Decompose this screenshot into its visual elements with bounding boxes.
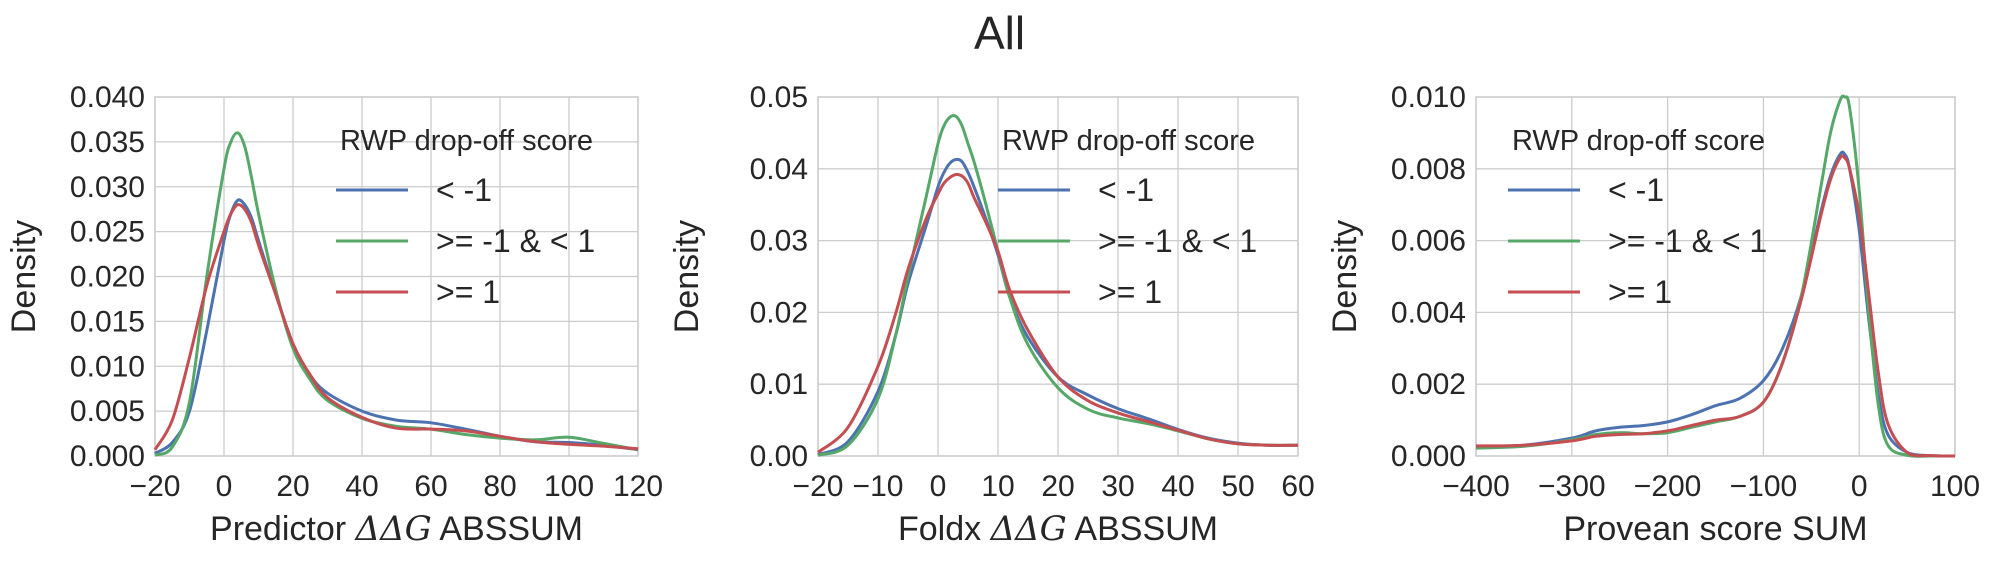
plot-frame [1475, 96, 1956, 457]
y-tick-label: 0.010 [1391, 81, 1466, 114]
y-axis-label: Density [1326, 220, 1364, 333]
x-axis-label: Provean score SUM [1563, 510, 1867, 548]
y-tick-label: 0.015 [70, 305, 145, 338]
x-tick-label: −20 [130, 470, 181, 503]
x-axis-label: Predictor ΔΔG ABSSUM [210, 509, 583, 549]
plot-frame [154, 96, 639, 457]
y-tick-label: 0.005 [70, 395, 145, 428]
x-tick-label: 60 [1281, 470, 1314, 503]
series-line-2 [1475, 94, 1956, 458]
x-tick-label: 100 [544, 470, 594, 503]
y-tick-label: 0.000 [1391, 440, 1466, 473]
x-tick-label: 50 [1221, 470, 1254, 503]
y-tick-label: 0.03 [750, 225, 808, 258]
legend-title: RWP drop-off score [340, 125, 593, 157]
plot-area [1476, 97, 1955, 456]
legend-title: RWP drop-off score [1002, 125, 1255, 157]
y-tick-label: 0.004 [1391, 296, 1466, 329]
legend: RWP drop-off score < -1 >= -1 & < 1 >= 1 [1508, 125, 1767, 310]
y-tick-label: 0.002 [1391, 368, 1466, 401]
chart-panel-3: −400 −300 −200 −100 0 100 0.000 0.002 0.004 0.006… [1326, 81, 1980, 548]
legend-label: >= -1 & < 1 [1098, 223, 1257, 259]
chart-panel-2: −20 −10 0 10 20 30 40 50 60 0.00 0.01 0.02 0.03 0.04 0… [668, 81, 1315, 549]
x-tick-label: 40 [1161, 470, 1194, 503]
series-line-3 [153, 203, 639, 451]
x-tick-label: 0 [930, 470, 947, 503]
y-axis-label: Density [5, 220, 43, 333]
legend-label: >= 1 [436, 274, 500, 310]
x-tick-label: −10 [853, 470, 904, 503]
series-line-3 [1475, 154, 1956, 458]
x-tick-label: 20 [276, 470, 309, 503]
legend-label: < -1 [1608, 172, 1664, 208]
x-tick-label: −300 [1538, 470, 1606, 503]
x-tick-label: 30 [1101, 470, 1134, 503]
x-tick-label: 80 [483, 470, 516, 503]
legend: RWP drop-off score < -1 >= -1 & < 1 >= 1 [336, 125, 595, 310]
chart-panel-1: −20 0 20 40 60 80 100 120 0.000 0.005 0.010 0.015 0.… [5, 81, 663, 549]
y-tick-label: 0.020 [70, 261, 145, 294]
x-tick-label: 0 [216, 470, 233, 503]
y-tick-label: 0.040 [70, 81, 145, 114]
x-tick-label: 100 [1930, 470, 1980, 503]
plot-frame [817, 96, 1299, 457]
x-tick-label: 0 [1851, 470, 1868, 503]
y-tick-label: 0.030 [70, 171, 145, 204]
legend-label: >= -1 & < 1 [1608, 223, 1767, 259]
y-tick-label: 0.01 [750, 368, 808, 401]
legend-label: < -1 [1098, 172, 1154, 208]
x-tick-label: 40 [345, 470, 378, 503]
y-tick-label: 0.02 [750, 296, 808, 329]
x-tick-label: 20 [1041, 470, 1074, 503]
x-tick-label: −20 [793, 470, 844, 503]
y-tick-label: 0.006 [1391, 225, 1466, 258]
y-tick-label: 0.00 [750, 440, 808, 473]
legend-label: < -1 [436, 172, 492, 208]
legend-label: >= -1 & < 1 [436, 223, 595, 259]
legend-title: RWP drop-off score [1512, 125, 1765, 157]
y-axis-label: Density [668, 220, 706, 333]
x-tick-label: −400 [1442, 470, 1510, 503]
y-tick-label: 0.035 [70, 126, 145, 159]
x-tick-label: 60 [414, 470, 447, 503]
y-tick-label: 0.05 [750, 81, 808, 114]
x-tick-label: 10 [981, 470, 1014, 503]
y-tick-label: 0.025 [70, 216, 145, 249]
figure-title: All [973, 7, 1026, 59]
y-tick-label: 0.008 [1391, 153, 1466, 186]
y-tick-label: 0.010 [70, 350, 145, 383]
legend-label: >= 1 [1608, 274, 1672, 310]
y-tick-label: 0.04 [750, 153, 808, 186]
x-tick-label: −100 [1730, 470, 1798, 503]
x-tick-label: −200 [1634, 470, 1702, 503]
x-axis-label: Foldx ΔΔG ABSSUM [898, 509, 1218, 549]
y-tick-label: 0.000 [70, 440, 145, 473]
x-tick-label: 120 [613, 470, 663, 503]
legend: RWP drop-off score < -1 >= -1 & < 1 >= 1 [998, 125, 1257, 310]
legend-label: >= 1 [1098, 274, 1162, 310]
series-line-3 [817, 172, 1299, 454]
